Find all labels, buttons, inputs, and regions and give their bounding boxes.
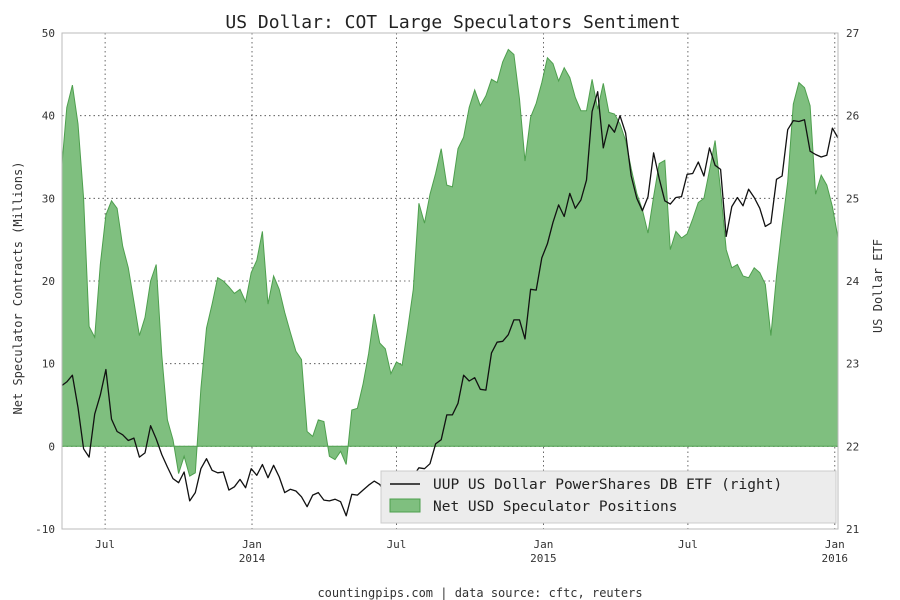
x-tick-year-label: 2015 — [530, 552, 557, 565]
net-usd-speculator-positions-area — [62, 48, 838, 477]
uup-line — [62, 91, 838, 517]
legend: UUP US Dollar PowerShares DB ETF (right)… — [380, 470, 837, 524]
left-tick-label: 20 — [42, 275, 55, 288]
left-tick-label: 30 — [42, 192, 55, 205]
plot-frame — [61, 32, 839, 530]
x-tick-year-label: 2014 — [239, 552, 266, 565]
right-tick-label: 23 — [846, 358, 859, 371]
legend-entry-net-usd: Net USD Speculator Positions — [433, 499, 677, 515]
legend-box — [380, 470, 837, 524]
right-tick-label: 27 — [846, 27, 859, 40]
left-axis-ticks: -10 0 10 20 30 40 50 — [35, 27, 55, 536]
x-tick-label: Jul — [678, 538, 698, 551]
chart-title: US Dollar: COT Large Speculators Sentime… — [225, 12, 680, 33]
left-axis-label: Net Speculator Contracts (Millions) — [11, 162, 25, 415]
left-tick-label: 0 — [48, 440, 55, 453]
right-tick-label: 22 — [846, 440, 859, 453]
right-tick-label: 25 — [846, 192, 859, 205]
x-tick-year-label: 2016 — [822, 552, 849, 565]
uup-line-path — [62, 91, 838, 517]
left-tick-label: 10 — [42, 358, 55, 371]
x-tick-label: Jan — [825, 538, 845, 551]
left-tick-label: -10 — [35, 523, 55, 536]
x-tick-label: Jan — [533, 538, 553, 551]
right-axis-label: US Dollar ETF — [871, 239, 885, 333]
right-tick-label: 21 — [846, 523, 859, 536]
source-note: countingpips.com | data source: cftc, re… — [317, 586, 642, 600]
net-usd-area-path — [62, 48, 838, 477]
left-tick-label: 40 — [42, 110, 55, 123]
left-tick-label: 50 — [42, 27, 55, 40]
x-tick-label: Jul — [95, 538, 115, 551]
legend-area-swatch — [389, 498, 421, 513]
right-tick-label: 26 — [846, 110, 859, 123]
right-axis-ticks: 21 22 23 24 25 26 27 — [846, 27, 860, 536]
legend-entry-uup: UUP US Dollar PowerShares DB ETF (right) — [433, 477, 782, 493]
x-tick-label: Jul — [387, 538, 407, 551]
right-tick-label: 24 — [846, 275, 860, 288]
x-tick-label: Jan — [242, 538, 262, 551]
